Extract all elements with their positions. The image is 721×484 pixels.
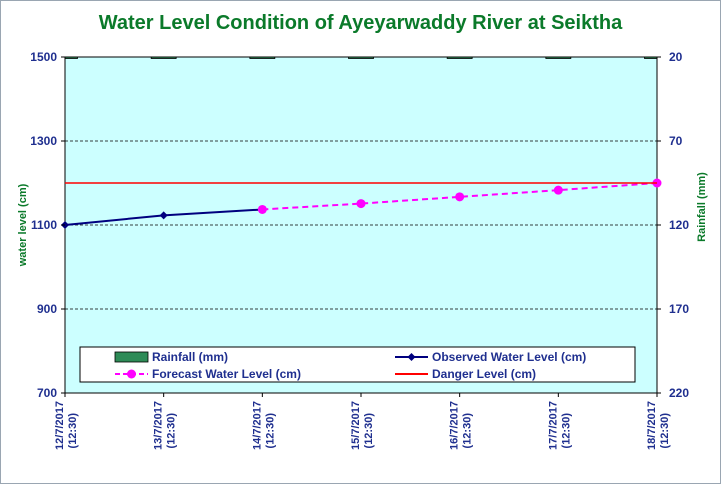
right-axis-tick-label: 170 xyxy=(669,302,689,316)
x-axis-tick-time: (12:30) xyxy=(166,413,178,449)
right-axis-tick-label: 220 xyxy=(669,386,689,400)
legend-swatch-rainfall xyxy=(114,351,149,363)
x-axis-tick-label: 15/7/2017 (12:30) xyxy=(350,401,375,450)
left-axis-tick-label: 900 xyxy=(37,302,57,316)
rainfall-bar xyxy=(446,56,473,59)
forecast-water-level-point xyxy=(553,185,563,195)
x-axis-tick-time: (12:30) xyxy=(659,413,671,449)
legend-label: Danger Level (cm) xyxy=(432,367,536,381)
y2-axis-title: Rainfall (mm) xyxy=(696,172,708,242)
x-axis-tick-date: 18/7/2017 xyxy=(646,401,658,450)
left-axis-tick-label: 1100 xyxy=(31,218,57,232)
x-axis-tick-date: 17/7/2017 xyxy=(547,401,559,450)
left-axis-tick-label: 700 xyxy=(37,386,57,400)
rainfall-bar xyxy=(348,56,374,59)
x-axis-tick-time: (12:30) xyxy=(363,413,375,449)
legend-swatch-marker xyxy=(407,353,416,361)
x-axis-tick-time: (12:30) xyxy=(264,413,276,449)
legend-label: Observed Water Level (cm) xyxy=(432,350,586,364)
y-axis-title: water level (cm) xyxy=(17,183,29,267)
rainfall-bar xyxy=(644,56,658,59)
legend-label: Rainfall (mm) xyxy=(152,350,228,364)
x-axis-tick-label: 16/7/2017 (12:30) xyxy=(449,401,474,450)
rainfall-bar xyxy=(150,56,177,59)
right-axis-tick-label: 20 xyxy=(669,50,683,64)
forecast-water-level-line xyxy=(262,182,658,211)
observed-water-level-point xyxy=(159,211,168,220)
x-axis-tick-date: 13/7/2017 xyxy=(153,401,165,450)
x-axis-tick-time: (12:30) xyxy=(462,413,474,449)
x-axis-tick-label: 12/7/2017 (12:30) xyxy=(54,401,79,450)
left-axis-tick-label: 1300 xyxy=(30,134,57,148)
legend-box xyxy=(79,346,636,383)
x-axis-tick-label: 13/7/2017 (12:30) xyxy=(153,401,178,450)
left-axis-tick-label: 1500 xyxy=(30,50,57,64)
x-axis-tick-label: 14/7/2017 (12:30) xyxy=(251,401,276,450)
legend-label: Forecast Water Level (cm) xyxy=(152,367,301,381)
x-axis-tick-date: 14/7/2017 xyxy=(251,401,263,450)
rainfall-bar xyxy=(545,56,572,59)
x-axis-tick-date: 16/7/2017 xyxy=(449,401,461,450)
x-axis-tick-time: (12:30) xyxy=(560,413,572,449)
rainfall-bar xyxy=(64,56,78,59)
forecast-water-level-point xyxy=(455,192,465,202)
x-axis-tick-label: 17/7/2017 (12:30) xyxy=(547,401,572,450)
x-axis-tick-date: 15/7/2017 xyxy=(350,401,362,450)
legend-swatch-marker xyxy=(127,369,136,379)
rainfall-bar xyxy=(249,56,276,59)
forecast-water-level-point xyxy=(356,199,366,209)
forecast-water-level-point xyxy=(257,204,267,214)
right-axis-tick-label: 70 xyxy=(669,134,683,148)
x-axis-tick-date: 12/7/2017 xyxy=(54,401,66,450)
x-axis-tick-label: 18/7/2017 (12:30) xyxy=(646,401,671,450)
right-axis-tick-label: 120 xyxy=(669,218,689,232)
x-axis-tick-time: (12:30) xyxy=(67,413,79,449)
chart-title: Water Level Condition of Ayeyarwaddy Riv… xyxy=(98,12,623,34)
